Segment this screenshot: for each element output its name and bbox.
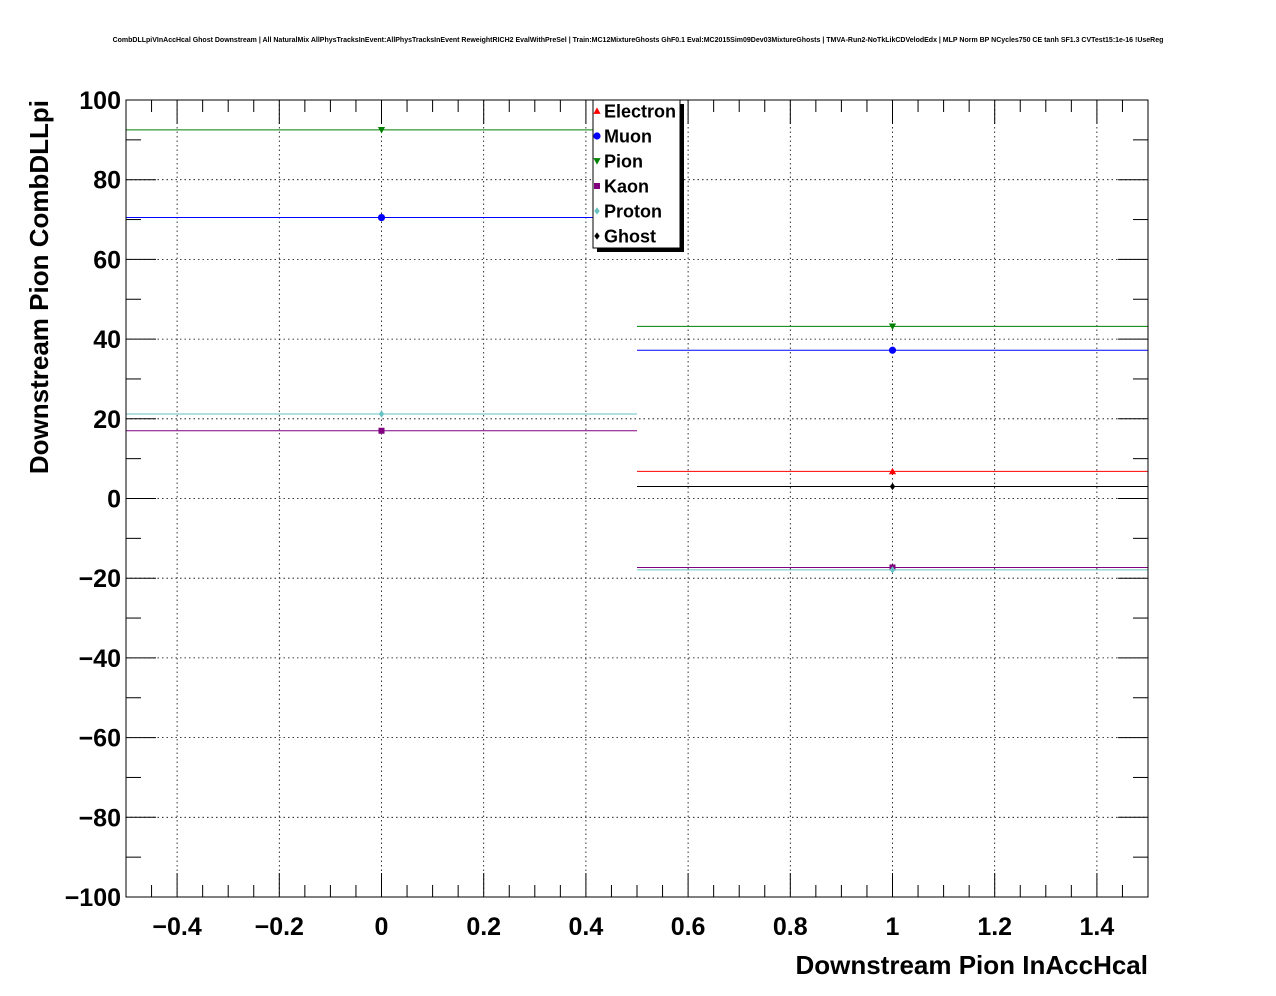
legend-label-pion: Pion [604, 152, 643, 172]
x-tick-label-8: 1.2 [977, 913, 1012, 941]
muon-point-1 [889, 347, 896, 354]
y-axis-title: Downstream Pion CombDLLpi [24, 100, 54, 474]
x-tick-label-2: 0 [375, 913, 389, 941]
y-tick-label-10: −100 [65, 884, 121, 912]
y-tick-label-4: 20 [93, 406, 121, 434]
chart-title: CombDLLpiVInAccHcal Ghost Downstream | A… [113, 37, 1164, 44]
x-tick-label-7: 1 [886, 913, 900, 941]
legend-label-muon: Muon [604, 127, 652, 147]
series-ghost [637, 483, 1148, 490]
x-tick-label-1: −0.2 [255, 913, 304, 941]
legend-label-kaon: Kaon [604, 177, 649, 197]
y-tick-label-5: 0 [107, 486, 121, 514]
y-tick-labels: 100 80 60 40 20 0 −20 −40 −60 −80 −100 [65, 87, 121, 912]
kaon-point-0 [379, 428, 385, 434]
x-tick-label-4: 0.4 [569, 913, 604, 941]
legend-marker-kaon [594, 183, 600, 189]
series-electron [637, 468, 1148, 474]
proton-point-0 [379, 410, 384, 417]
y-tick-label-2: 60 [93, 246, 121, 274]
x-axis-title: Downstream Pion InAccHcal [795, 950, 1148, 980]
ghost-point-1 [890, 483, 895, 490]
x-tick-label-0: −0.4 [152, 913, 201, 941]
x-tick-labels: −0.4 −0.2 0 0.2 0.4 0.6 0.8 1 1.2 1.4 [152, 913, 1114, 941]
y-tick-label-3: 40 [93, 326, 121, 354]
y-tick-label-9: −80 [79, 804, 121, 832]
y-tick-label-8: −60 [79, 725, 121, 753]
muon-point-0 [378, 214, 385, 221]
x-tick-label-3: 0.2 [466, 913, 501, 941]
series-kaon [126, 428, 1148, 571]
x-tick-label-6: 0.8 [773, 913, 808, 941]
legend: Electron Muon Pion Kaon Proton Ghost [593, 100, 684, 252]
y-tick-label-1: 80 [93, 167, 121, 195]
y-tick-label-6: −20 [79, 565, 121, 593]
legend-label-proton: Proton [604, 202, 662, 222]
y-tick-label-0: 100 [79, 87, 121, 115]
x-tick-label-9: 1.4 [1080, 913, 1115, 941]
legend-label-electron: Electron [604, 102, 676, 122]
x-tick-label-5: 0.6 [671, 913, 706, 941]
legend-label-ghost: Ghost [604, 227, 656, 247]
legend-marker-muon [593, 132, 600, 139]
y-tick-label-7: −40 [79, 645, 121, 673]
